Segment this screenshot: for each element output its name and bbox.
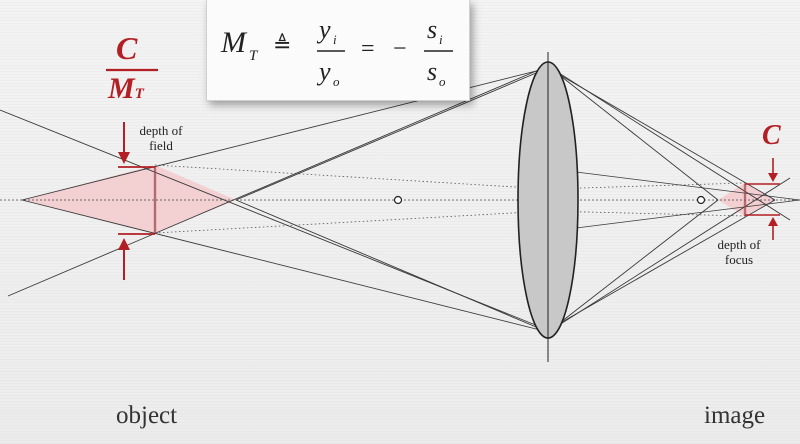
formula-frac2-num: s xyxy=(427,15,437,44)
formula-lhs-sub: T xyxy=(249,48,259,64)
dotted-ray-lower-right xyxy=(547,210,746,217)
ray-image-up-1 xyxy=(547,177,791,333)
depth-of-focus-line1: depth of xyxy=(717,237,761,252)
ray-image-down-2 xyxy=(547,67,776,201)
ray-image-shallow-1 xyxy=(559,169,800,201)
object-coc-denominator-sub: T xyxy=(134,86,144,102)
ray-image-shallow-2 xyxy=(559,199,800,231)
object-coc-numerator: C xyxy=(116,30,138,66)
ray-object-up xyxy=(7,65,549,297)
object-coc-denominator: MT xyxy=(108,72,144,106)
depth-of-focus-line2: focus xyxy=(724,251,754,267)
object-caption: object xyxy=(116,402,178,429)
focal-point-object xyxy=(393,195,403,205)
formula-frac1-den-sub: o xyxy=(333,74,340,89)
dotted-ray-upper-right xyxy=(547,182,746,190)
object-arrow-up-head xyxy=(118,238,130,250)
formula-minus: − xyxy=(393,36,407,62)
depth-of-field-line2: field xyxy=(149,137,173,153)
formula-frac2-num-sub: i xyxy=(439,32,443,47)
object-coc-denominator-m: M xyxy=(108,72,135,105)
formula-frac1-den: y xyxy=(316,57,331,86)
formula-frac1-num: y xyxy=(316,15,331,44)
image-caption: image xyxy=(704,402,766,429)
depth-of-field-label: depth of field xyxy=(128,123,194,154)
depth-of-field-line1: depth of xyxy=(139,123,183,138)
ray-image-near-1 xyxy=(547,65,719,201)
depth-of-focus-zone xyxy=(718,183,775,216)
formula-defined-as: ≜ xyxy=(273,32,291,57)
magnification-formula-box: M T ≜ y i y o = − s i s o xyxy=(206,0,470,101)
depth-of-field-zone xyxy=(22,165,236,233)
image-arrow-up-head xyxy=(768,217,778,226)
formula-frac2-den-sub: o xyxy=(439,74,446,89)
ray-far-up xyxy=(235,67,549,201)
ray-far-down xyxy=(235,199,549,333)
depth-of-focus-label: depth of focus xyxy=(706,237,772,268)
ray-axis-down xyxy=(21,199,549,333)
ray-image-near-2 xyxy=(547,199,719,333)
dotted-ray-upper-left xyxy=(154,164,549,190)
ray-image-up-2 xyxy=(547,199,776,331)
formula-frac1-num-sub: i xyxy=(333,32,337,47)
focal-point-image xyxy=(696,195,706,205)
object-arrow-down-head xyxy=(118,152,130,164)
formula-lhs: M xyxy=(220,26,248,59)
dotted-ray-lower-left xyxy=(154,210,549,234)
formula-frac2-den: s xyxy=(427,57,437,86)
formula-equals: = xyxy=(361,36,375,62)
image-coc-label: C xyxy=(762,120,781,151)
image-arrow-down-head xyxy=(768,173,778,182)
magnification-formula: M T ≜ y i y o = − s i s o xyxy=(220,15,453,89)
